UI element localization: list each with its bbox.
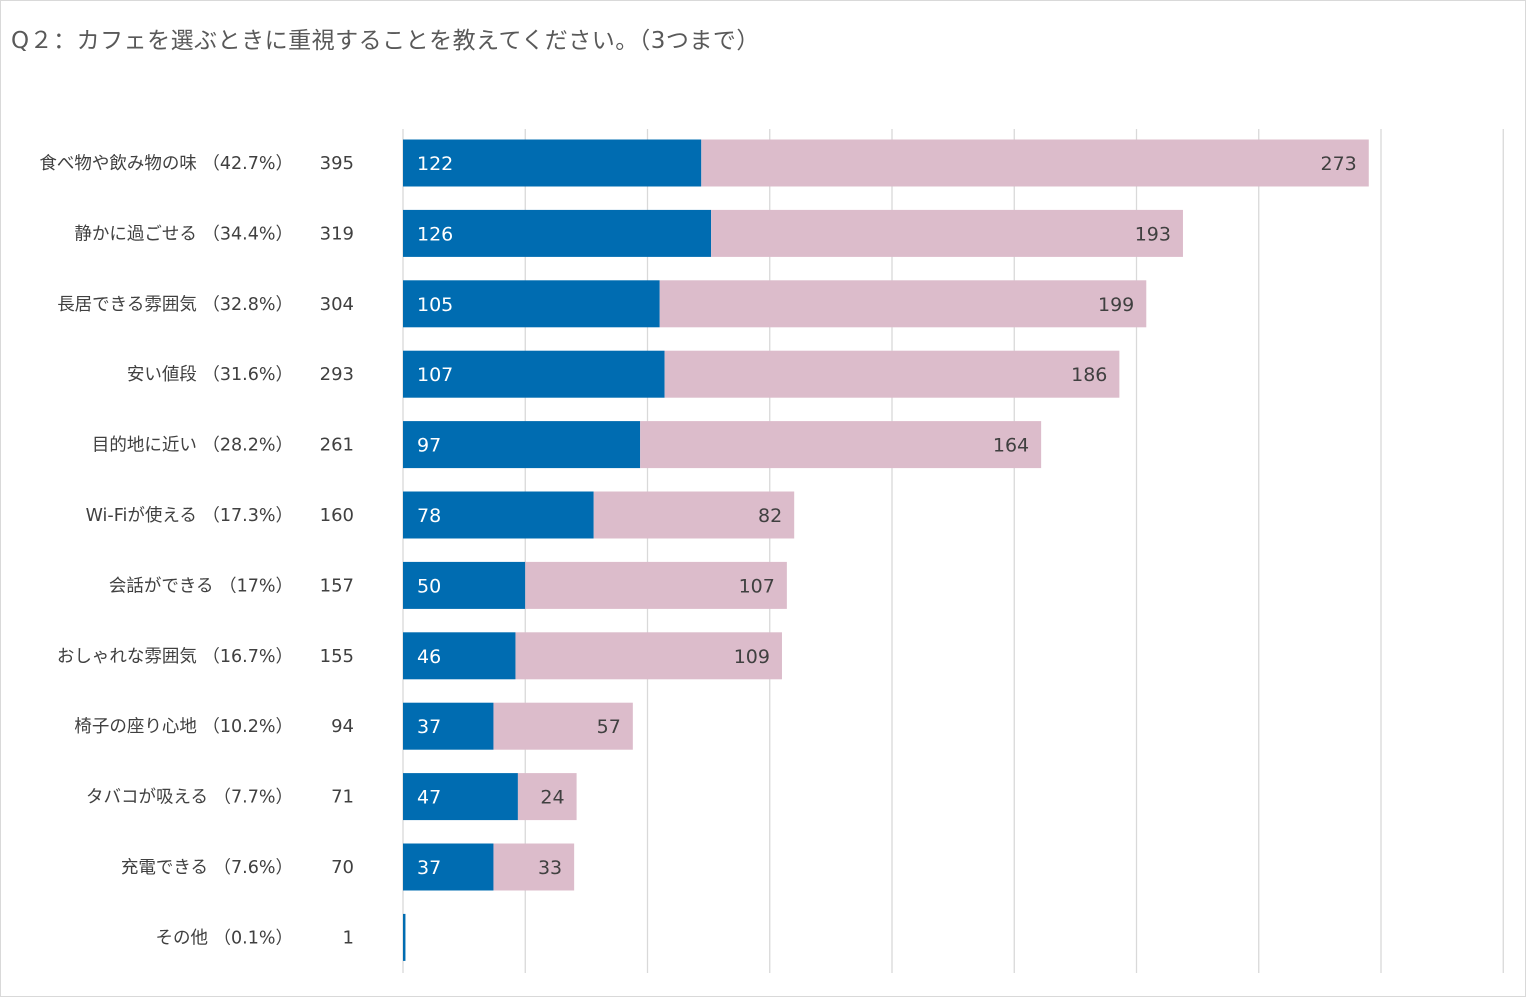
data-label-series2: 273 — [1321, 153, 1357, 175]
data-label-series1: 122 — [417, 153, 453, 175]
total-label: 1 — [343, 927, 354, 948]
total-label: 160 — [320, 505, 354, 526]
data-label-series1: 97 — [417, 435, 441, 457]
data-label-series1: 105 — [417, 294, 453, 316]
total-label: 94 — [331, 716, 354, 737]
bars: 122 273 126 193 105 199 107 186 97 164 78 82 50 107 46… — [403, 139, 1369, 961]
data-label-series2: 107 — [739, 575, 775, 597]
bar-series1 — [403, 773, 518, 821]
category-label: 安い値段 （31.6%） — [127, 365, 293, 385]
category-label: 食べ物や飲み物の味 （42.7%） — [39, 154, 293, 174]
data-label-series1: 78 — [417, 505, 441, 527]
total-label: 157 — [320, 575, 354, 596]
data-label-series2: 33 — [538, 857, 562, 879]
bar-series1 — [403, 421, 641, 469]
category-label: Wi-Fiが使える （17.3%） — [86, 505, 293, 526]
data-label-series2: 193 — [1135, 223, 1171, 245]
category-label: 充電できる （7.6%） — [121, 858, 293, 878]
bar-series1 — [403, 913, 406, 961]
bar-series2 — [515, 632, 782, 680]
bar-series1 — [403, 350, 665, 398]
bar-series2 — [664, 350, 1120, 398]
data-label-series1: 50 — [417, 575, 441, 597]
gridlines — [402, 129, 1504, 973]
data-label-series1: 107 — [417, 364, 453, 386]
total-label: 70 — [331, 857, 354, 878]
category-label: 長居できる雰囲気 （32.8%） — [57, 295, 293, 315]
bar-series2 — [640, 421, 1042, 469]
category-labels: 395 食べ物や飲み物の味 （42.7%） 319 静かに過ごせる （34.4%） 30… — [39, 153, 354, 948]
bar-series2 — [593, 491, 795, 539]
category-label: 会話ができる （17%） — [109, 576, 293, 596]
bar-series1 — [403, 632, 516, 680]
total-label: 155 — [320, 646, 354, 667]
data-label-series2: 164 — [993, 435, 1029, 457]
category-label: その他 （0.1%） — [155, 928, 293, 948]
bar-series2 — [659, 280, 1147, 328]
total-label: 261 — [320, 435, 354, 456]
total-label: 395 — [320, 153, 354, 174]
bar-series2 — [517, 773, 577, 821]
data-label-series1: 46 — [417, 646, 441, 668]
category-label: タバコが吸える （7.7%） — [86, 788, 293, 808]
category-label: 目的地に近い （28.2%） — [92, 436, 293, 456]
data-label-series1: 37 — [417, 857, 441, 879]
total-label: 293 — [320, 364, 354, 385]
category-label: 静かに過ごせる （34.4%） — [74, 224, 293, 244]
data-label-series2: 199 — [1098, 294, 1134, 316]
data-label-series2: 57 — [597, 716, 621, 738]
bar-series1 — [403, 280, 660, 328]
data-label-series1: 126 — [417, 223, 453, 245]
data-label-series2: 186 — [1071, 364, 1107, 386]
bar-series1 — [403, 843, 494, 891]
bar-series1 — [403, 702, 494, 750]
bar-series1 — [403, 209, 712, 257]
data-label-series2: 109 — [734, 646, 770, 668]
bar-series1 — [403, 561, 526, 609]
category-label: 椅子の座り心地 （10.2%） — [74, 717, 293, 737]
bar-series2 — [525, 561, 787, 609]
category-label: おしゃれな雰囲気 （16.7%） — [57, 647, 293, 667]
bar-series1 — [403, 139, 702, 187]
total-label: 319 — [320, 223, 354, 244]
data-label-series2: 24 — [540, 787, 564, 809]
total-label: 71 — [331, 787, 354, 808]
total-label: 304 — [320, 294, 354, 315]
bar-series2 — [701, 139, 1369, 187]
bar-series2 — [711, 209, 1183, 257]
data-label-series1: 37 — [417, 716, 441, 738]
bar-series2 — [493, 843, 575, 891]
chart-title: Q２：カフェを選ぶときに重視することを教えてください。（3つまで） — [11, 28, 760, 54]
data-label-series2: 82 — [758, 505, 782, 527]
bar-series2 — [493, 702, 633, 750]
bar-series1 — [403, 491, 594, 539]
data-label-series1: 47 — [417, 787, 441, 809]
